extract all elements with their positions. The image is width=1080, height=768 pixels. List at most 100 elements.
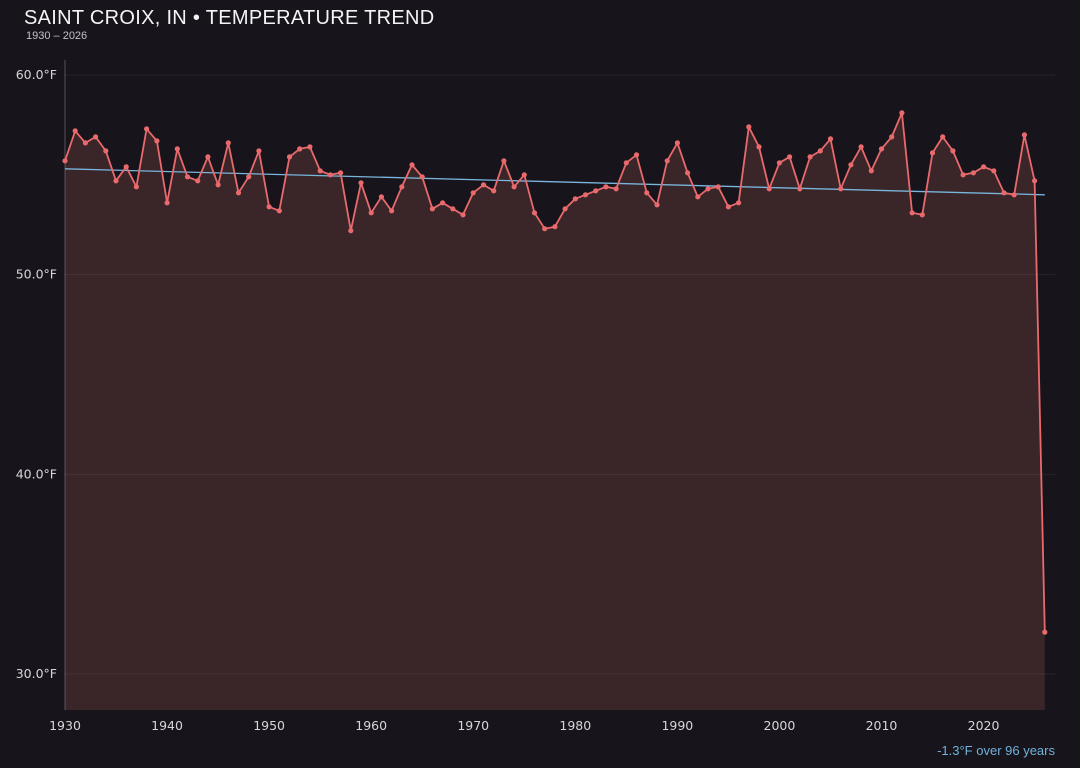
data-point (960, 172, 966, 178)
data-point (440, 200, 446, 206)
data-point (266, 204, 272, 210)
data-point (674, 140, 681, 146)
data-point (633, 152, 640, 158)
data-point (644, 190, 650, 196)
data-point (348, 228, 354, 234)
x-axis-tick-label: 2020 (968, 718, 1000, 733)
data-point (82, 140, 88, 146)
data-point (174, 146, 180, 152)
data-point (338, 170, 344, 176)
data-point (317, 168, 323, 174)
data-point (429, 206, 435, 212)
series-area-fill (65, 112, 1045, 710)
x-axis-tick-label: 1930 (49, 718, 81, 733)
data-point (685, 170, 691, 176)
x-axis-tick-label: 1940 (151, 718, 183, 733)
data-point (776, 160, 783, 166)
data-point (1021, 132, 1027, 138)
data-point (205, 154, 211, 160)
data-point (593, 188, 599, 194)
x-axis-tick-label: 2000 (764, 718, 796, 733)
data-point (144, 126, 150, 132)
data-point (827, 136, 834, 142)
chart-subtitle: 1930 – 2026 (26, 30, 88, 42)
y-axis-tick-label: 30.0°F (16, 666, 57, 681)
data-point (766, 186, 772, 192)
data-point (787, 154, 793, 160)
data-point (154, 138, 160, 144)
x-axis-tick-label: 2010 (866, 718, 898, 733)
data-point (531, 210, 538, 216)
data-point (899, 110, 905, 116)
data-point (970, 170, 977, 176)
data-point (940, 134, 946, 140)
data-point (909, 210, 915, 216)
x-axis-tick-label: 1990 (661, 718, 693, 733)
data-point (950, 148, 956, 154)
data-point (919, 212, 925, 218)
data-point (848, 162, 854, 168)
x-axis-tick-label: 1970 (457, 718, 489, 733)
data-point (756, 144, 762, 150)
data-point (286, 154, 293, 160)
x-axis-tick-label: 1960 (355, 718, 387, 733)
data-point (562, 206, 568, 212)
data-point (256, 148, 262, 154)
data-point (93, 134, 99, 140)
data-point (878, 146, 885, 152)
data-point (838, 186, 844, 192)
data-point (235, 190, 242, 196)
y-axis-tick-label: 50.0°F (16, 267, 57, 282)
data-point (460, 212, 466, 218)
data-point (215, 182, 221, 188)
data-point (623, 160, 629, 166)
data-point (725, 204, 732, 210)
data-point (470, 190, 476, 196)
data-point (889, 134, 895, 140)
data-point (695, 194, 701, 200)
data-point (746, 124, 752, 130)
data-point (664, 158, 670, 164)
data-point (552, 224, 558, 230)
data-point (521, 172, 527, 178)
data-point (511, 184, 517, 190)
data-point (613, 186, 619, 192)
data-point (491, 188, 497, 194)
data-point (113, 178, 119, 184)
data-point (419, 174, 425, 180)
data-point (358, 180, 364, 186)
data-point (297, 146, 303, 152)
x-axis-tick-label: 1950 (253, 718, 285, 733)
data-point (399, 184, 405, 190)
data-point (981, 164, 987, 170)
data-point (1042, 629, 1048, 635)
data-point (378, 194, 384, 200)
data-point (1001, 190, 1007, 196)
data-point (246, 174, 252, 180)
data-point (603, 184, 609, 190)
page-title: SAINT CROIX, IN • TEMPERATURE TREND (24, 7, 435, 29)
data-point (225, 140, 231, 146)
data-point (582, 192, 589, 198)
data-point (1011, 192, 1017, 198)
data-point (654, 202, 660, 208)
data-point (164, 200, 170, 206)
data-point (307, 144, 313, 150)
data-point (327, 172, 333, 178)
data-point (72, 128, 78, 134)
data-point (991, 168, 997, 174)
data-point (817, 148, 823, 154)
trend-line (64, 168, 1045, 196)
data-point (858, 144, 864, 150)
data-point (103, 148, 109, 154)
data-point (705, 186, 711, 192)
data-point (184, 174, 191, 180)
data-point (123, 164, 129, 170)
data-point (542, 226, 548, 232)
data-point (389, 208, 395, 214)
x-axis-tick-label: 1980 (559, 718, 591, 733)
data-point (807, 154, 813, 160)
data-point (409, 162, 415, 168)
data-point (929, 150, 936, 156)
